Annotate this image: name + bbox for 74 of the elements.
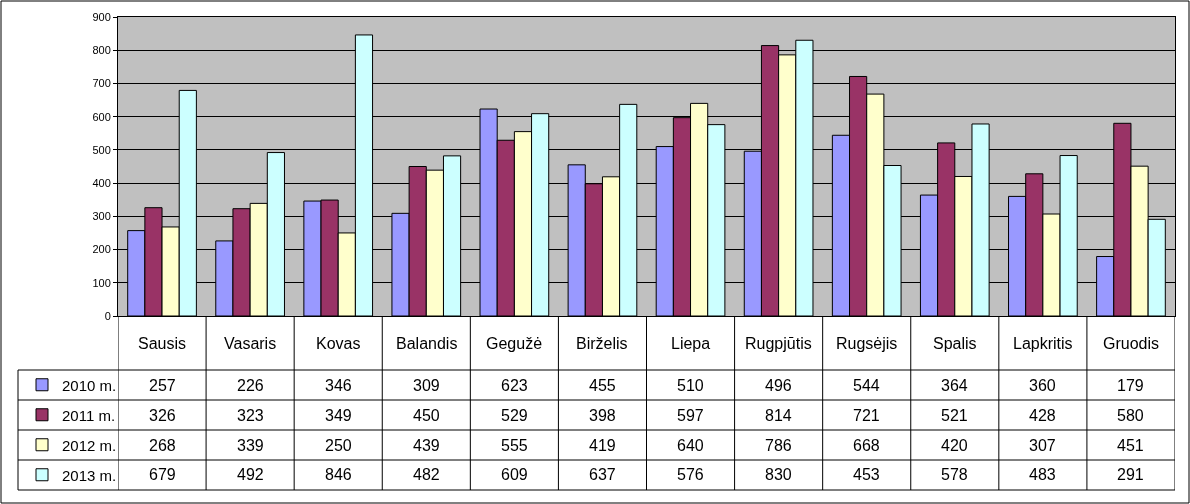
legend-label: 2012 m. xyxy=(62,436,117,454)
y-tick-label: 100 xyxy=(92,276,111,289)
x-tick-label: Rugsėjis xyxy=(836,335,898,352)
data-label: 420 xyxy=(941,437,968,454)
data-label: 846 xyxy=(325,466,352,483)
data-label: 257 xyxy=(149,377,176,394)
data-label: 364 xyxy=(941,377,968,394)
data-label: 346 xyxy=(325,377,352,394)
x-tick-label: Vasaris xyxy=(224,335,277,352)
data-label: 510 xyxy=(677,377,704,394)
x-tick-label: Birželis xyxy=(576,335,628,352)
data-label: 360 xyxy=(1029,377,1056,394)
x-tick-label: Liepa xyxy=(671,335,711,352)
x-tick-label: Gegužė xyxy=(486,335,543,352)
y-tick-label: 800 xyxy=(92,44,111,57)
data-label: 439 xyxy=(413,437,440,454)
data-label: 453 xyxy=(853,466,880,483)
data-label: 814 xyxy=(765,407,792,424)
data-label: 597 xyxy=(677,407,704,424)
x-tick-label: Rugpjūtis xyxy=(745,335,812,352)
data-label: 721 xyxy=(853,407,880,424)
data-label: 179 xyxy=(1117,377,1144,394)
data-label: 323 xyxy=(237,407,264,424)
x-tick-label: Gruodis xyxy=(1103,335,1160,352)
data-label: 555 xyxy=(501,437,528,454)
legend-label: 2013 m. xyxy=(62,466,117,484)
data-label: 451 xyxy=(1117,437,1144,454)
x-tick-label: Spalis xyxy=(933,335,977,352)
data-label: 668 xyxy=(853,437,880,454)
x-tick-label: Kovas xyxy=(316,335,361,352)
data-label: 786 xyxy=(765,437,792,454)
y-tick-label: 0 xyxy=(104,309,111,322)
y-tick-label: 700 xyxy=(92,77,111,90)
x-tick-label: Balandis xyxy=(396,335,458,352)
y-tick-label: 900 xyxy=(92,10,111,23)
data-label: 455 xyxy=(589,377,616,394)
data-label: 483 xyxy=(1029,466,1056,483)
data-label: 450 xyxy=(413,407,440,424)
data-label: 623 xyxy=(501,377,528,394)
y-tick-label: 400 xyxy=(92,176,111,189)
y-tick-label: 200 xyxy=(92,243,111,256)
data-label: 250 xyxy=(325,437,352,454)
data-label: 226 xyxy=(237,377,264,394)
data-label: 492 xyxy=(237,466,264,483)
y-tick-label: 600 xyxy=(92,110,111,123)
data-label: 679 xyxy=(149,466,176,483)
data-label: 326 xyxy=(149,407,176,424)
data-label: 544 xyxy=(853,377,880,394)
data-label: 291 xyxy=(1117,466,1144,483)
data-label: 529 xyxy=(501,407,528,424)
legend-label: 2010 m. xyxy=(62,376,117,394)
y-tick-label: 500 xyxy=(92,143,111,156)
x-tick-label: Lapkritis xyxy=(1013,335,1073,352)
data-label: 578 xyxy=(941,466,968,483)
data-label: 428 xyxy=(1029,407,1056,424)
data-label: 268 xyxy=(149,437,176,454)
y-tick-label: 300 xyxy=(92,210,111,223)
data-label: 496 xyxy=(765,377,792,394)
data-label: 349 xyxy=(325,407,352,424)
data-label: 419 xyxy=(589,437,616,454)
data-label: 609 xyxy=(501,466,528,483)
data-label: 576 xyxy=(677,466,704,483)
data-label: 307 xyxy=(1029,437,1056,454)
data-label: 640 xyxy=(677,437,704,454)
data-label: 580 xyxy=(1117,407,1144,424)
data-label: 521 xyxy=(941,407,968,424)
data-label: 830 xyxy=(765,466,792,483)
data-label: 398 xyxy=(589,407,616,424)
data-label: 309 xyxy=(413,377,440,394)
legend-label: 2011 m. xyxy=(62,406,116,424)
data-label: 482 xyxy=(413,466,440,483)
x-tick-label: Sausis xyxy=(138,335,187,352)
data-label: 637 xyxy=(589,466,616,483)
data-label: 339 xyxy=(237,437,264,454)
